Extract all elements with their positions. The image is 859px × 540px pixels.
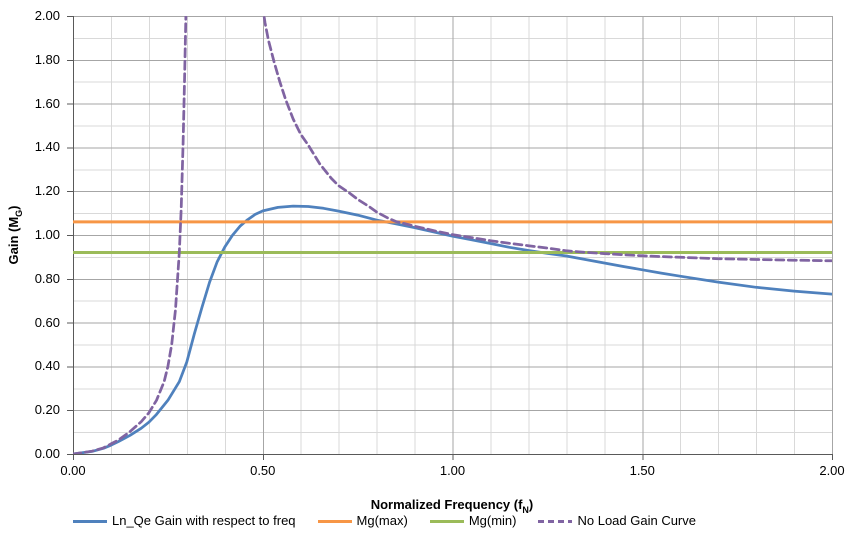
series-line-0	[73, 204, 832, 454]
x-axis-title: Normalized Frequency (fN)	[371, 497, 534, 515]
y-axis-title-subscript: G	[13, 209, 24, 217]
x-tick-label: 1.50	[629, 463, 655, 478]
legend-line-marker	[72, 519, 107, 523]
x-tick-label: 0.50	[250, 463, 276, 478]
legend-item-3: No Load Gain Curve	[538, 513, 696, 529]
y-tick-label: 0.80	[34, 270, 60, 286]
y-tick-label: 2.00	[34, 8, 60, 23]
axis-lines	[67, 16, 833, 460]
y-axis-title-text: Gain (M	[6, 216, 22, 265]
legend-label: Mg(max)	[356, 513, 408, 528]
legend-item-1: Mg(max)	[317, 513, 408, 529]
legend-label: No Load Gain Curve	[577, 513, 696, 528]
x-axis-title-suffix: )	[528, 497, 534, 513]
legend-label: Mg(min)	[468, 513, 517, 528]
series-lines	[73, 16, 832, 454]
y-axis-title: Gain (MG)	[6, 205, 24, 264]
legend-dashed-line-marker	[538, 519, 573, 523]
legend-line-marker	[317, 519, 352, 523]
y-tick-label: 1.60	[34, 95, 60, 111]
legend-label: Ln_Qe Gain with respect to freq	[111, 513, 296, 528]
y-tick-label: 0.20	[34, 402, 60, 418]
y-tick-label: 1.20	[34, 183, 60, 199]
y-tick-label: 1.80	[34, 51, 60, 67]
y-tick-label: 0.60	[34, 314, 60, 330]
y-tick-label: 0.00	[34, 446, 60, 461]
legend-item-2: Mg(min)	[429, 513, 517, 529]
x-tick-label: 2.00	[819, 463, 845, 478]
x-tick-label: 1.00	[439, 463, 466, 478]
y-axis-title-suffix: )	[6, 205, 22, 210]
y-tick-label: 0.40	[34, 358, 60, 374]
legend-item-0: Ln_Qe Gain with respect to freq	[72, 513, 296, 529]
series-line-3	[73, 16, 188, 454]
x-axis-title-subscript: N	[522, 504, 529, 515]
y-tick-label: 1.40	[34, 139, 60, 155]
legend: Ln_Qe Gain with respect to freq Mg(max) Mg…	[0, 513, 814, 529]
series-line-3	[262, 16, 832, 263]
y-tick-label: 1.00	[34, 227, 60, 242]
x-tick-label: 0.00	[60, 463, 86, 478]
legend-line-marker	[429, 519, 464, 523]
x-axis-title-text: Normalized Frequency (f	[370, 497, 523, 513]
